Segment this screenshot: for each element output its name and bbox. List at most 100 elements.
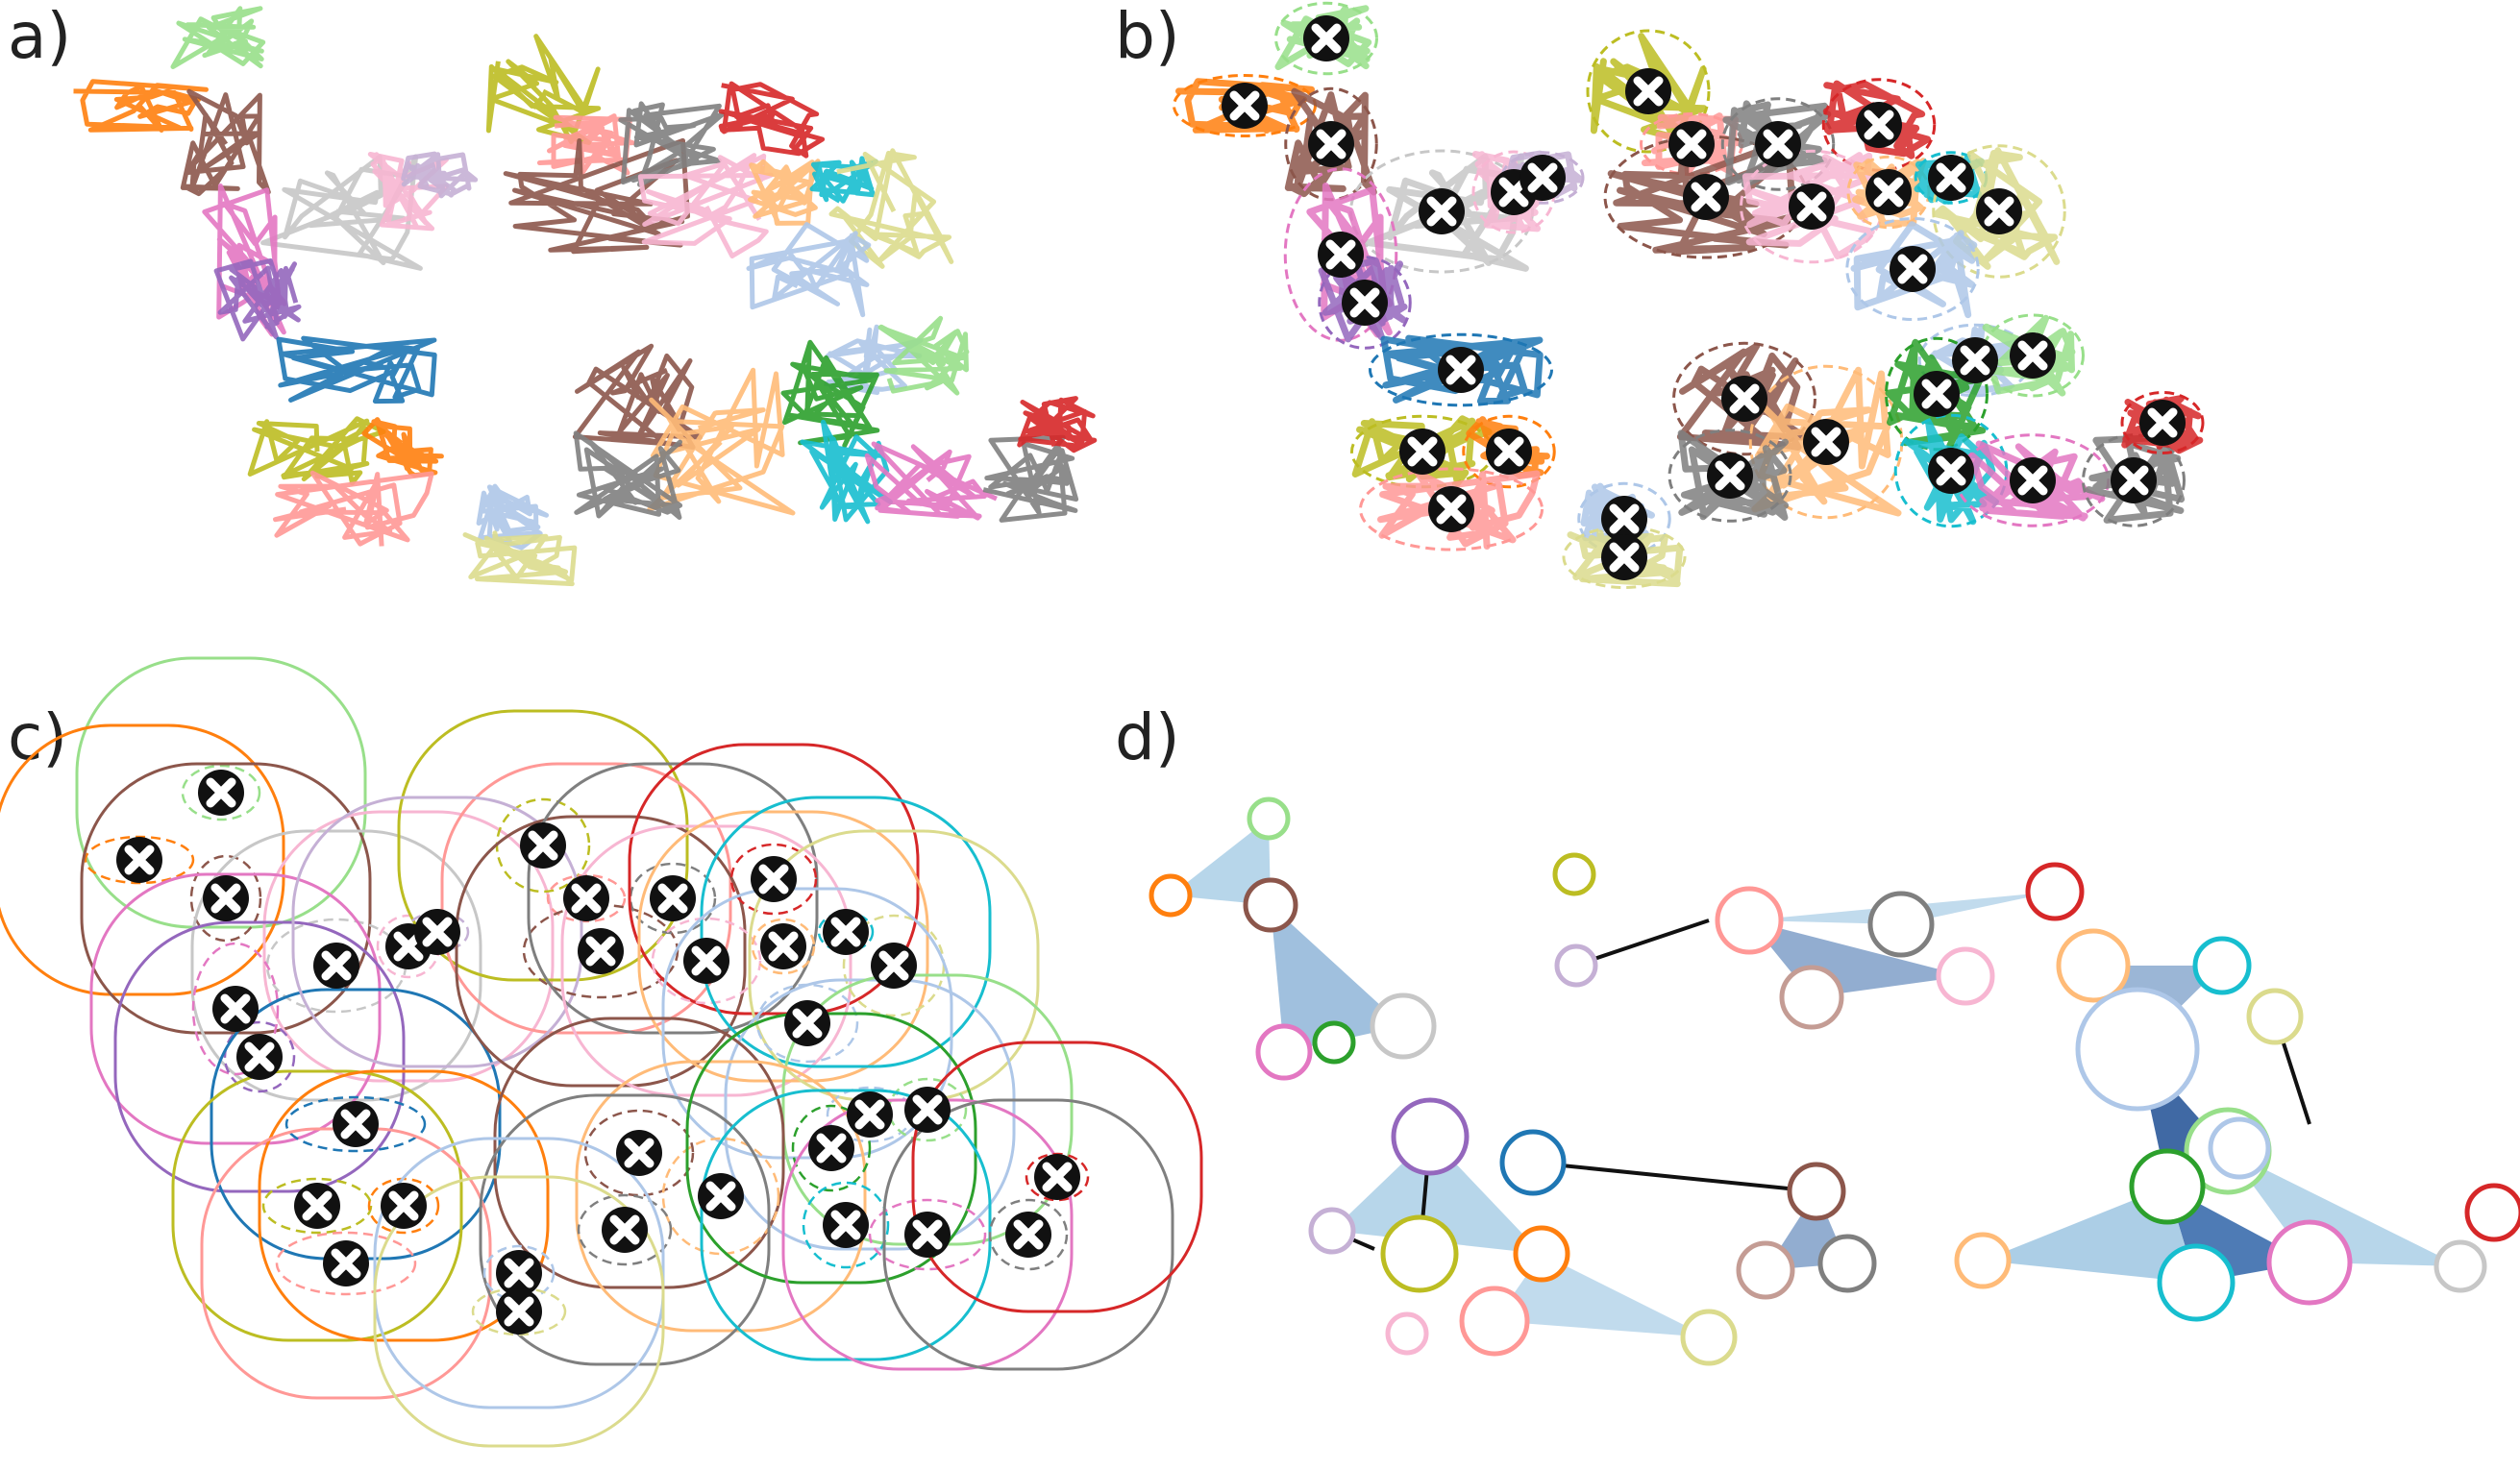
cluster-hull: [275, 1231, 417, 1296]
network-node: [2075, 987, 2200, 1112]
trajectory: [260, 154, 423, 271]
cluster-hull: [1318, 256, 1412, 350]
panel-d-network: [1149, 796, 2520, 1366]
cluster-centre-marker: [2111, 457, 2157, 503]
cluster-hull: [751, 918, 816, 975]
cluster-centre-marker: [1755, 121, 1801, 167]
network-node: [1513, 1225, 1570, 1283]
cluster-centre-marker: [1683, 174, 1729, 220]
cluster-centre-marker: [1342, 280, 1388, 326]
cluster-hull: [1274, 1, 1378, 76]
panel-label-b: b): [1115, 0, 1180, 73]
cluster-centre-marker: [313, 943, 359, 989]
cluster-centre-marker: [1438, 347, 1484, 393]
influence-contour: [291, 796, 583, 1068]
cluster-centre-marker: [1952, 337, 1998, 383]
cluster-hull: [1720, 97, 1836, 191]
cluster-hull: [802, 1181, 890, 1269]
cluster-centre-marker: [1707, 453, 1753, 499]
network-node: [1243, 877, 1298, 933]
trajectory: [572, 343, 703, 450]
trajectory: [828, 148, 954, 269]
cluster-centre-marker: [1890, 246, 1936, 292]
cluster-hull: [868, 1198, 987, 1271]
panel-c-contours: [0, 656, 1203, 1448]
cluster-centre-marker: [520, 822, 566, 869]
network-node: [1715, 886, 1784, 955]
cluster-centre-marker: [496, 1288, 542, 1335]
trajectory: [476, 483, 549, 551]
cluster-centre-marker: [1601, 534, 1647, 580]
cluster-centre-marker: [1976, 188, 2022, 234]
cluster-centre-marker: [808, 1125, 854, 1171]
cluster-hull: [189, 854, 262, 943]
network-node: [2192, 936, 2252, 995]
network-node: [1308, 1207, 1356, 1255]
trajectory: [618, 101, 726, 187]
cluster-centre-marker: [2010, 457, 2056, 503]
cluster-centre-marker: [212, 986, 259, 1032]
cluster-centre-marker: [578, 928, 624, 974]
cluster-centre-marker: [1308, 121, 1354, 167]
network-node: [1312, 1020, 1356, 1065]
cluster-hull: [261, 1177, 373, 1235]
cluster-centre-marker: [2010, 332, 2056, 379]
cluster-centre-marker: [904, 1087, 951, 1133]
trajectory: [367, 152, 449, 232]
cluster-trajectory: [1471, 151, 1555, 233]
network-node: [1247, 796, 1291, 841]
trajectory: [718, 81, 826, 159]
network-node: [2157, 1243, 2236, 1322]
cluster-hull: [791, 1104, 872, 1192]
cluster-hull: [651, 917, 762, 1005]
cluster-hull: [284, 1095, 427, 1153]
cluster-hull: [1672, 341, 1816, 456]
cluster-centre-marker: [1318, 232, 1364, 278]
cluster-trajectory: [1351, 415, 1493, 487]
network-node: [1499, 1129, 1567, 1196]
cluster-centre-marker: [847, 1091, 893, 1138]
cluster-centre-marker: [1865, 169, 1912, 215]
network-node: [2056, 928, 2131, 1003]
cluster-centre-marker: [1222, 83, 1268, 129]
influence-contour: [75, 656, 367, 929]
network-node: [1380, 1214, 1459, 1293]
trajectory: [273, 470, 434, 547]
cluster-centre-marker: [2139, 400, 2186, 446]
network-node: [2266, 1219, 2353, 1306]
simplex-face: [1171, 819, 1271, 905]
influence-contour: [0, 723, 285, 996]
trajectory: [809, 156, 878, 204]
cluster-centre-marker: [1419, 188, 1465, 234]
cluster-hull: [2082, 433, 2186, 527]
network-node: [2129, 1148, 2206, 1225]
network-node: [1552, 852, 1596, 896]
cluster-centre-marker: [1005, 1212, 1051, 1258]
cluster-centre-marker: [1625, 68, 1671, 114]
cluster-centre-marker: [616, 1130, 662, 1176]
network-node: [2434, 1239, 2487, 1293]
network-node: [1255, 1023, 1313, 1081]
trajectory: [247, 416, 386, 486]
cluster-centre-marker: [871, 943, 917, 989]
cluster-centre-marker: [1803, 419, 1849, 465]
cluster-trajectory: [1676, 342, 1809, 451]
influence-contour: [397, 709, 689, 982]
cluster-centre-marker: [563, 875, 609, 921]
cluster-hull: [988, 1198, 1069, 1271]
trajectory: [170, 6, 266, 69]
trajectory: [800, 419, 893, 525]
trajectory: [276, 335, 437, 404]
influence-contour: [560, 824, 852, 1097]
trajectory: [647, 367, 796, 516]
trajectory: [485, 34, 602, 145]
cluster-centre-marker: [823, 1202, 869, 1248]
cluster-centre-marker: [198, 770, 244, 816]
trajectory: [180, 88, 271, 197]
cluster-hull: [1586, 29, 1711, 154]
cluster-centre-marker: [236, 1034, 283, 1080]
cluster-trajectory: [1904, 418, 1999, 526]
cluster-trajectory: [1380, 334, 1544, 405]
influence-contour: [882, 1098, 1174, 1371]
